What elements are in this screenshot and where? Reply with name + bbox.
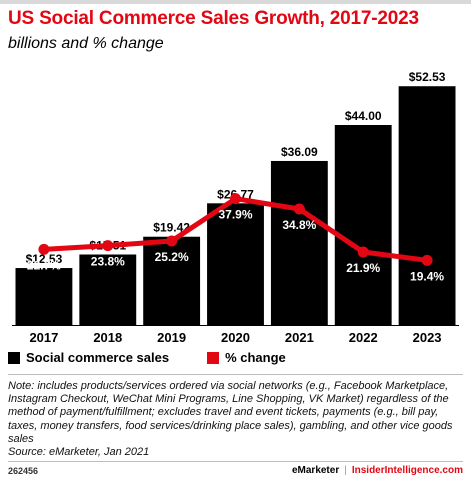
legend-swatch-bars [8,351,20,364]
line-label-2018: 23.8% [91,255,125,269]
line-label-2019: 25.2% [155,250,189,264]
divider-top [8,374,463,375]
source-text: Source: eMarketer, Jan 2021 [8,446,150,459]
legend-label-line: % change [225,350,286,365]
top-rule [0,0,471,4]
brand-separator: | [344,465,347,476]
legend-item-bars: Social commerce sales [8,350,169,365]
line-point-2017 [38,243,50,255]
brand-site: InsiderIntelligence.com [351,465,463,476]
line-label-2017: 22.7% [27,258,61,272]
note-text: Note: includes products/services ordered… [8,380,453,445]
bar-2018 [79,254,137,325]
bar-label-2022: $44.00 [345,109,382,123]
chart-title: US Social Commerce Sales Growth, 2017-20… [8,8,419,29]
legend-item-line: % change [207,350,286,365]
legend-swatch-line [207,351,220,364]
footer-brand: eMarketer | InsiderIntelligence.com [292,465,463,476]
x-tick-2020: 2020 [221,330,250,345]
x-tick-2022: 2022 [349,330,378,345]
x-tick-2019: 2019 [157,330,186,345]
line-label-2020: 37.9% [218,208,252,222]
legend: Social commerce sales % change [8,350,324,365]
chart-id: 262456 [8,466,39,476]
x-tick-2017: 2017 [29,330,58,345]
bar-2022 [334,125,392,325]
bar-2021 [270,160,328,325]
bar-label-2017: $12.53 [26,252,63,266]
line-point-2021 [293,203,305,215]
chart: $12.53$15.51$19.42$26.77$36.09$44.00$52.… [12,70,459,345]
line-point-2023 [421,254,433,266]
bar-2023 [398,86,456,326]
bar-label-2019: $19.42 [153,221,190,235]
line-label-2021: 34.8% [282,218,316,232]
bar-2017 [15,268,73,325]
line-point-2022 [357,246,369,258]
bar-2020 [207,203,264,325]
line-point-2020 [230,193,241,205]
footnote: Note: includes products/services ordered… [8,380,466,459]
legend-label-bars: Social commerce sales [26,350,170,365]
bar-label-2023: $52.53 [409,70,446,84]
brand-name: eMarketer [291,465,340,476]
x-tick-2018: 2018 [93,330,122,345]
chart-subtitle: billions and % change [8,35,164,52]
line-label-2022: 21.9% [346,261,380,275]
line-point-2019 [166,235,178,247]
bar-label-2021: $36.09 [281,145,318,159]
x-tick-2021: 2021 [285,330,314,345]
x-tick-2023: 2023 [413,330,442,345]
bar-2019 [143,236,201,325]
line-point-2018 [102,240,114,252]
divider-bottom [8,461,463,462]
line-label-2023: 19.4% [410,269,444,283]
